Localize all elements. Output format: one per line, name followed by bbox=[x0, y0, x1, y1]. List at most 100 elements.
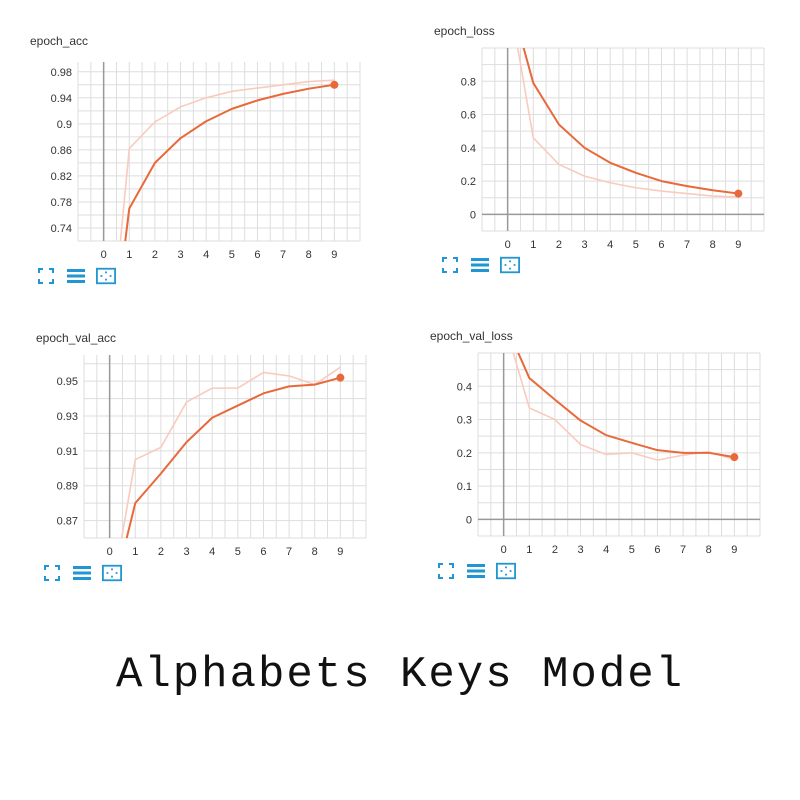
last-point-marker bbox=[734, 189, 743, 198]
y-tick-label: 0.4 bbox=[461, 143, 476, 155]
y-tick-label: 0.93 bbox=[57, 411, 78, 423]
x-tick-label: 1 bbox=[526, 544, 532, 556]
x-tick-label: 7 bbox=[280, 249, 286, 261]
last-point-marker bbox=[336, 373, 345, 382]
y-tick-label: 0.95 bbox=[57, 376, 78, 388]
chart-toolbar-epoch-val-loss bbox=[436, 562, 516, 580]
chart-panel-epoch-acc: epoch_acc 0.74 0.78 0.82 0.86 0.9 0.94 0.98 0 1 2… bbox=[30, 34, 370, 284]
list-icon[interactable] bbox=[72, 564, 92, 582]
expand-icon[interactable] bbox=[36, 267, 56, 285]
x-tick-label: 9 bbox=[735, 239, 741, 251]
x-tick-label: 5 bbox=[629, 544, 635, 556]
x-tick-label: 2 bbox=[152, 249, 158, 261]
fit-icon[interactable] bbox=[500, 256, 520, 274]
x-tick-label: 3 bbox=[177, 249, 183, 261]
y-tick-label: 0 bbox=[470, 209, 476, 221]
y-tick-label: 0.4 bbox=[457, 381, 472, 393]
list-icon[interactable] bbox=[466, 562, 486, 580]
x-tick-label: 3 bbox=[581, 239, 587, 251]
x-tick-label: 6 bbox=[254, 249, 260, 261]
y-tick-label: 0.78 bbox=[51, 197, 72, 209]
y-tick-label: 0.8 bbox=[461, 76, 476, 88]
smoothed-series-line bbox=[517, 353, 735, 459]
y-tick-label: 0.91 bbox=[57, 446, 78, 458]
chart-epoch-acc: 0.74 0.78 0.82 0.86 0.9 0.94 0.98 0 1 2 3 4 5 6 7 8 9 bbox=[51, 62, 361, 261]
x-tick-label: 1 bbox=[126, 249, 132, 261]
x-tick-label: 0 bbox=[501, 544, 507, 556]
raw-series-line bbox=[516, 48, 739, 198]
y-tick-label: 0.6 bbox=[461, 110, 476, 122]
x-tick-label: 7 bbox=[286, 546, 292, 558]
chart-toolbar-epoch-acc bbox=[36, 267, 116, 285]
y-tick-label: 0.98 bbox=[51, 67, 72, 79]
chart-title: epoch_acc bbox=[30, 34, 89, 48]
chart-panel-epoch-val-acc: epoch_val_acc 0.87 0.89 0.91 0.93 0.95 0 1 2 3 4 5… bbox=[36, 331, 376, 581]
chart-panel-epoch-val-loss: epoch_val_loss 0 0.1 0.2 0.3 0.4 0 1 2 3 4 5 6 7 8 9 bbox=[430, 329, 770, 579]
fit-icon[interactable] bbox=[496, 562, 516, 580]
x-tick-label: 5 bbox=[235, 546, 241, 558]
x-tick-label: 8 bbox=[706, 544, 712, 556]
chart-toolbar-epoch-loss bbox=[440, 256, 520, 274]
chart-epoch-val-acc: 0.87 0.89 0.91 0.93 0.95 0 1 2 3 4 5 6 7 8 9 bbox=[57, 355, 367, 558]
expand-icon[interactable] bbox=[436, 562, 456, 580]
x-tick-label: 7 bbox=[680, 544, 686, 556]
x-tick-label: 2 bbox=[556, 239, 562, 251]
x-tick-label: 5 bbox=[229, 249, 235, 261]
y-tick-label: 0.82 bbox=[51, 171, 72, 183]
last-point-marker bbox=[730, 453, 739, 462]
x-tick-label: 4 bbox=[203, 249, 209, 261]
x-tick-label: 1 bbox=[132, 546, 138, 558]
y-tick-label: 0.94 bbox=[51, 93, 72, 105]
x-tick-label: 0 bbox=[101, 249, 107, 261]
chart-epoch-val-loss: 0 0.1 0.2 0.3 0.4 0 1 2 3 4 5 6 7 8 9 bbox=[457, 352, 761, 556]
fit-icon[interactable] bbox=[96, 267, 116, 285]
y-tick-label: 0 bbox=[466, 514, 472, 526]
chart-title: epoch_loss bbox=[434, 24, 495, 38]
y-tick-label: 0.1 bbox=[457, 481, 472, 493]
smoothed-series-line bbox=[522, 48, 739, 195]
x-tick-label: 7 bbox=[684, 239, 690, 251]
y-tick-label: 0.87 bbox=[57, 516, 78, 528]
y-tick-label: 0.74 bbox=[51, 223, 72, 235]
raw-series-line bbox=[119, 79, 335, 241]
smoothed-series-line bbox=[124, 83, 335, 241]
x-tick-label: 9 bbox=[337, 546, 343, 558]
chart-panel-epoch-loss: epoch_loss 0 0.2 0.4 0.6 0.8 0 1 2 3 4 5 6 7 8 9 bbox=[434, 24, 774, 274]
x-tick-label: 4 bbox=[607, 239, 613, 251]
fit-icon[interactable] bbox=[102, 564, 122, 582]
y-tick-label: 0.89 bbox=[57, 481, 78, 493]
page-title: Alphabets Keys Model bbox=[115, 650, 685, 700]
x-tick-label: 6 bbox=[260, 546, 266, 558]
list-icon[interactable] bbox=[66, 267, 86, 285]
smoothed-series-line bbox=[125, 376, 341, 538]
x-tick-label: 9 bbox=[731, 544, 737, 556]
x-tick-label: 1 bbox=[530, 239, 536, 251]
last-point-marker bbox=[330, 80, 339, 89]
x-tick-label: 4 bbox=[603, 544, 609, 556]
x-tick-label: 3 bbox=[183, 546, 189, 558]
x-tick-label: 5 bbox=[633, 239, 639, 251]
x-tick-label: 8 bbox=[306, 249, 312, 261]
x-tick-label: 0 bbox=[505, 239, 511, 251]
x-tick-label: 6 bbox=[658, 239, 664, 251]
x-tick-label: 0 bbox=[107, 546, 113, 558]
y-tick-label: 0.2 bbox=[461, 176, 476, 188]
x-tick-label: 6 bbox=[654, 544, 660, 556]
chart-toolbar-epoch-val-acc bbox=[42, 564, 122, 582]
x-tick-label: 3 bbox=[577, 544, 583, 556]
raw-series-line bbox=[120, 366, 341, 538]
chart-title: epoch_val_acc bbox=[36, 331, 117, 345]
expand-icon[interactable] bbox=[440, 256, 460, 274]
x-tick-label: 2 bbox=[552, 544, 558, 556]
x-tick-label: 8 bbox=[710, 239, 716, 251]
chart-title: epoch_val_loss bbox=[430, 329, 513, 343]
y-tick-label: 0.3 bbox=[457, 415, 472, 427]
y-tick-label: 0.86 bbox=[51, 145, 72, 157]
y-tick-label: 0.2 bbox=[457, 448, 472, 460]
x-tick-label: 8 bbox=[312, 546, 318, 558]
expand-icon[interactable] bbox=[42, 564, 62, 582]
x-tick-label: 2 bbox=[158, 546, 164, 558]
list-icon[interactable] bbox=[470, 256, 490, 274]
y-tick-label: 0.9 bbox=[57, 119, 72, 131]
x-tick-label: 4 bbox=[209, 546, 215, 558]
